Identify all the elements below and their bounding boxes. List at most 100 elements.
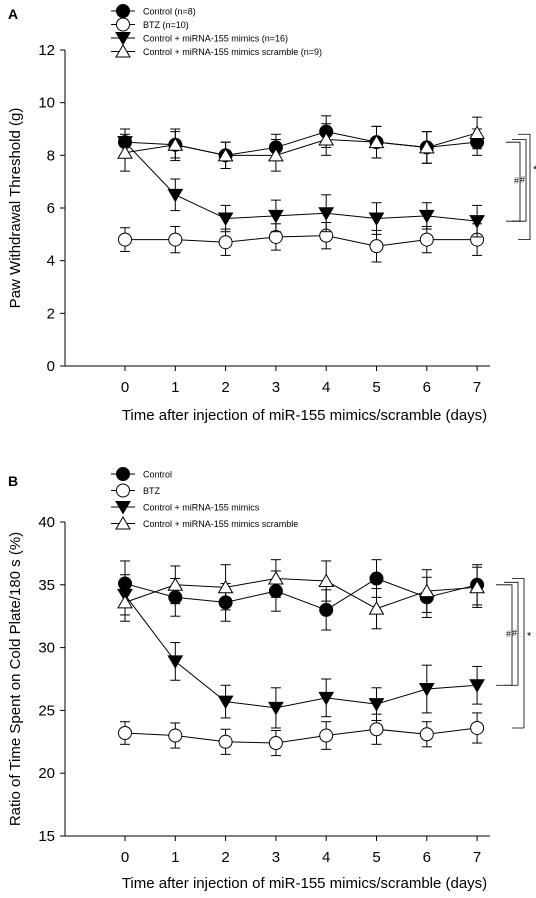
data-point: [418, 583, 435, 598]
data-point: [419, 727, 434, 742]
data-point: [117, 594, 133, 609]
x-tick-label: 1: [171, 379, 179, 396]
y-tick-label: 6: [47, 200, 55, 217]
data-point: [469, 579, 485, 594]
data-point: [268, 229, 283, 244]
y-tick-label: 0: [47, 358, 55, 375]
series-line: [124, 132, 478, 156]
data-point: [318, 207, 335, 221]
y-tick-label: 15: [38, 828, 55, 845]
data-point: [117, 145, 133, 159]
series-2: [118, 712, 485, 757]
data-point: [319, 602, 334, 617]
bracket: [512, 139, 527, 222]
data-point: [217, 579, 234, 594]
y-tick-label: 25: [38, 702, 55, 719]
data-point: [469, 215, 485, 229]
data-point: [118, 232, 132, 247]
data-point: [369, 722, 384, 737]
significance-mark: #: [512, 628, 517, 638]
legend-label: Control (n=8): [143, 7, 196, 17]
x-tick-label: 5: [372, 849, 380, 866]
data-point: [369, 239, 384, 254]
legend-marker: [115, 501, 131, 515]
x-tick-label: 2: [221, 849, 229, 866]
y-tick-label: 35: [38, 577, 55, 594]
data-point: [218, 235, 233, 250]
legend-marker: [115, 32, 131, 46]
data-point: [419, 232, 434, 247]
data-point: [167, 188, 184, 203]
data-point: [368, 134, 385, 149]
data-point: [318, 132, 335, 146]
x-tick-label: 0: [121, 379, 129, 396]
significance-brackets: ## *: [506, 133, 536, 240]
data-point: [469, 679, 485, 693]
data-point: [118, 726, 132, 741]
x-tick-label: 1: [171, 849, 179, 866]
legend-marker: [116, 4, 130, 18]
x-axis-title: Time after injection of miR-155 mimics/s…: [122, 407, 487, 424]
x-tick-label: 7: [473, 379, 481, 396]
series-line: [124, 727, 478, 744]
series-line: [124, 594, 478, 709]
bracket: [518, 133, 531, 240]
legend-marker: [115, 516, 131, 530]
series-line: [124, 141, 478, 222]
legend-marker: [116, 17, 130, 32]
significance-mark: #: [514, 176, 519, 186]
series-4: [117, 559, 485, 630]
x-tick-label: 4: [322, 849, 330, 866]
legend-label: BTZ: [143, 486, 161, 496]
legend-label: Control + miRNA-155 mimics: [143, 503, 260, 513]
data-point: [368, 698, 385, 712]
significance-brackets: ## *: [496, 578, 532, 729]
y-tick-label: 30: [38, 640, 55, 657]
panel-b: B 15 20 25 30 35 40 0 1 2 3 4 5 6 7 Time after injectio…: [7, 467, 532, 892]
series-4: [117, 116, 485, 172]
x-tick-label: 3: [272, 379, 280, 396]
data-point: [368, 601, 385, 615]
data-point: [470, 720, 485, 735]
data-point: [168, 232, 183, 247]
x-tick-label: 6: [423, 849, 431, 866]
data-point: [268, 736, 283, 751]
y-axis-title: Ratio of Time Spent on Cold Plate/180 s …: [7, 532, 24, 826]
data-point: [218, 734, 233, 749]
legend-label: Control + miRNA-155 mimics (n=16): [143, 34, 288, 44]
legend: Control BTZ Control + miRNA-155 mimics Cont…: [111, 467, 298, 530]
y-tick-label: 12: [38, 42, 55, 59]
significance-mark: #: [520, 174, 525, 184]
x-tick-label: 6: [423, 379, 431, 396]
x-tick-label: 4: [322, 379, 330, 396]
data-point: [168, 728, 183, 743]
panel-label: B: [8, 473, 18, 489]
data-point: [167, 577, 184, 591]
x-tick-label: 0: [121, 849, 129, 866]
bracket: [504, 581, 519, 686]
x-tick-label: 5: [372, 379, 380, 396]
data-point: [418, 209, 435, 224]
y-tick-label: 10: [38, 95, 55, 112]
legend-label: BTZ (n=10): [143, 20, 189, 30]
data-point: [319, 728, 334, 743]
data-point: [167, 137, 184, 151]
data-point: [368, 212, 385, 227]
data-point: [318, 573, 335, 588]
x-tick-label: 3: [272, 849, 280, 866]
y-tick-label: 20: [38, 765, 55, 782]
data-point: [418, 139, 435, 154]
y-tick-label: 8: [47, 147, 55, 164]
significance-mark: #: [506, 629, 511, 639]
y-axis-title: Paw Withdrawal Threshold (g): [7, 108, 24, 309]
data-point: [217, 212, 234, 227]
legend-marker: [116, 467, 130, 481]
data-point: [418, 683, 435, 697]
y-tick-label: 2: [47, 305, 55, 322]
legend-label: Control: [143, 470, 172, 480]
y-tick-label: 40: [38, 514, 55, 531]
data-point: [268, 209, 284, 224]
legend-marker: [116, 483, 130, 498]
data-point: [167, 655, 184, 669]
